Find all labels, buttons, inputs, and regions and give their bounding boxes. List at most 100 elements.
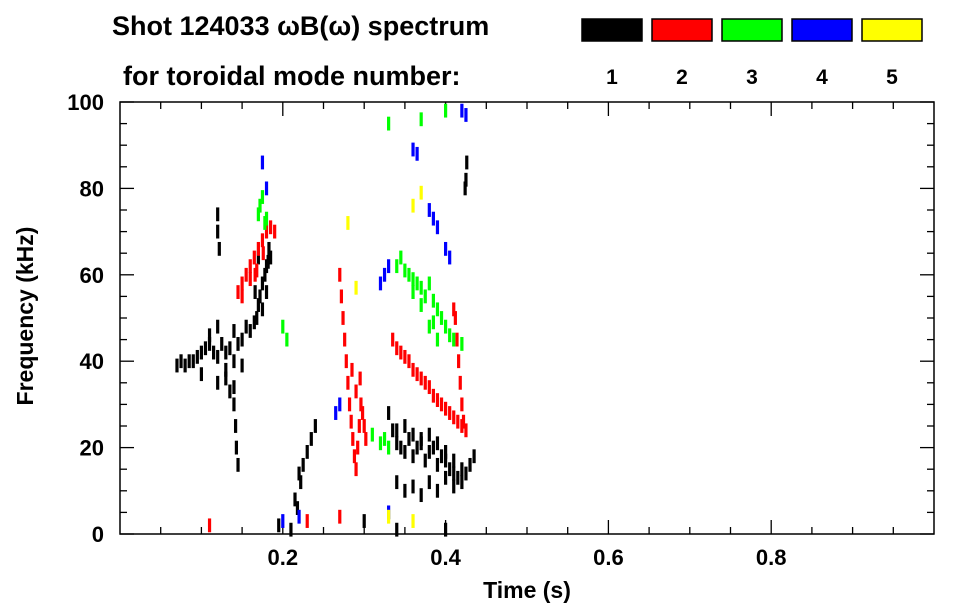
mark-n=1: [216, 349, 220, 364]
x-axis-label: Time (s): [483, 577, 571, 603]
mark-n=1: [216, 224, 220, 239]
mark-n=2: [354, 384, 358, 399]
mark-n=2: [358, 371, 362, 386]
mark-n=1: [423, 453, 427, 468]
mark-n=2: [305, 514, 309, 528]
mark-n=4: [387, 259, 391, 274]
mark-n=1: [444, 445, 448, 459]
mark-n=1: [411, 479, 415, 494]
mark-n=2: [252, 250, 256, 265]
mark-n=1: [216, 375, 220, 390]
mark-n=2: [240, 289, 244, 304]
mark-n=2: [339, 289, 344, 304]
mark-n=2: [338, 267, 342, 282]
series-n=4: [260, 103, 468, 528]
legend-swatch-4: [791, 18, 853, 42]
mark-n=1: [228, 341, 232, 356]
mark-n=2: [460, 419, 464, 433]
mark-n=2: [456, 414, 460, 429]
mark-n=3: [423, 289, 427, 304]
mark-n=2: [460, 397, 464, 412]
mark-n=1: [224, 371, 228, 386]
mark-n=1: [199, 345, 203, 360]
mark-n=4: [411, 142, 415, 157]
legend-label-2: 2: [676, 66, 688, 89]
mark-n=2: [407, 354, 411, 369]
mark-n=1: [228, 384, 232, 399]
mark-n=2: [350, 362, 354, 377]
mark-n=1: [256, 250, 260, 265]
mark-n=1: [277, 518, 281, 533]
mark-n=1: [255, 311, 259, 325]
series-n=1: [175, 155, 476, 537]
plot-frame: [119, 101, 935, 535]
mark-n=4: [431, 211, 435, 226]
mark-n=2: [423, 375, 427, 390]
mark-n=1: [264, 285, 269, 299]
mark-n=1: [301, 457, 305, 472]
mark-n=3: [448, 328, 452, 343]
mark-n=1: [191, 354, 195, 369]
mark-n=1: [313, 419, 317, 433]
mark-n=1: [233, 419, 238, 433]
mark-n=2: [346, 375, 350, 390]
mark-n=1: [260, 302, 265, 317]
x-tick-label: 0.2: [268, 545, 299, 570]
legend-label-3: 3: [746, 66, 758, 89]
mark-n=1: [362, 514, 366, 528]
mark-n=4: [281, 514, 285, 528]
legend-swatch-3: [721, 18, 783, 42]
mark-n=2: [273, 224, 277, 239]
mark-n=1: [411, 427, 415, 442]
mark-n=2: [359, 397, 363, 412]
mark-n=2: [268, 220, 273, 235]
mark-n=2: [435, 393, 440, 407]
mark-n=2: [356, 440, 360, 455]
spectrogram-marks: [175, 103, 476, 537]
mark-n=1: [207, 328, 212, 343]
mark-n=1: [419, 432, 423, 446]
mark-n=4: [338, 397, 342, 412]
mark-n=1: [309, 432, 313, 446]
mark-n=1: [199, 367, 203, 382]
mark-n=2: [457, 354, 461, 369]
legend-swatch-1: [581, 18, 643, 42]
mark-n=1: [391, 423, 395, 438]
mark-n=2: [338, 509, 342, 524]
legend-swatch-2: [651, 18, 713, 42]
mark-n=3: [415, 276, 419, 291]
mark-n=1: [253, 285, 257, 299]
mark-n=5: [387, 509, 391, 524]
mark-n=1: [460, 475, 464, 490]
mark-n=1: [464, 466, 468, 481]
mark-n=2: [399, 345, 403, 360]
mark-n=2: [452, 302, 456, 317]
mark-n=1: [252, 315, 256, 330]
mark-n=2: [248, 272, 252, 287]
mark-n=3: [387, 440, 391, 455]
y-tick-label: 80: [80, 176, 104, 201]
mark-n=2: [395, 341, 399, 356]
mark-n=3: [263, 216, 267, 230]
mark-n=4: [435, 220, 440, 235]
mark-n=1: [435, 436, 440, 451]
mark-n=2: [255, 263, 259, 278]
legend-swatch-5: [861, 18, 923, 42]
mark-n=2: [260, 233, 265, 248]
mark-n=1: [427, 475, 431, 490]
mark-n=2: [415, 367, 419, 382]
mark-n=2: [360, 406, 365, 420]
mark-n=2: [240, 276, 244, 291]
legend: 1 2 3 4 5: [581, 18, 923, 89]
mark-n=1: [232, 324, 236, 338]
mark-n=2: [357, 419, 361, 433]
mark-n=2: [448, 406, 452, 420]
mark-n=3: [399, 250, 403, 265]
mark-n=3: [387, 116, 391, 131]
mark-n=3: [260, 190, 265, 204]
mark-n=1: [431, 440, 435, 455]
mark-n=1: [256, 298, 260, 312]
mark-n=3: [370, 427, 374, 442]
mark-n=1: [444, 522, 448, 537]
mark-n=1: [460, 462, 464, 477]
